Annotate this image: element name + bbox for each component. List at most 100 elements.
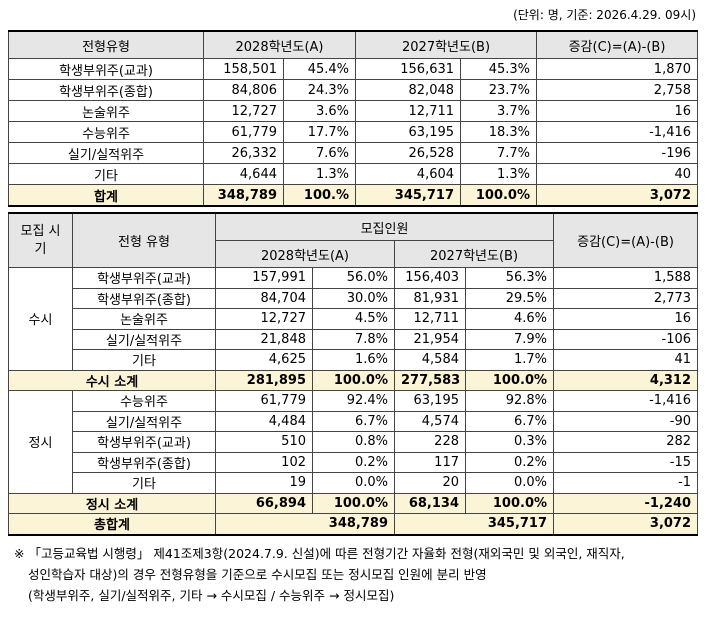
subtotal-row: 수시 소계 281,895 100.0% 277,583 100.0% 4,312: [8, 369, 699, 391]
data-row: 학생부위주(종합) 84,806 24.3% 82,048 23.7% 2,758: [8, 79, 699, 101]
value-cell: 345,717: [393, 513, 555, 535]
value-cell: 23.7%: [460, 79, 538, 101]
value-cell: 45.4%: [282, 58, 357, 80]
type-cell: 실기/실적위주: [72, 410, 216, 432]
value-cell: 92.4%: [312, 390, 395, 412]
footnote-line: (학생부위주, 실기/실적위주, 기타 → 수시모집 / 수능위주 → 정시모집…: [28, 588, 395, 603]
data-row: 학생부위주(종합) 84,704 30.0% 81,931 29.5% 2,773: [9, 287, 699, 309]
value-cell: 20: [394, 472, 466, 494]
value-cell: 16: [553, 308, 699, 330]
value-cell: 102: [215, 451, 313, 473]
value-cell: -90: [553, 410, 699, 432]
type-cell: 학생부위주(교과): [72, 267, 216, 289]
value-cell: 281,895: [215, 369, 313, 391]
subtotal-label: 정시 소계: [8, 492, 216, 514]
data-row: 정시 수능위주 61,779 92.4% 63,195 92.8% -1,416: [8, 390, 699, 494]
value-cell: 100.0%: [460, 184, 538, 207]
value-cell: 66,894: [215, 492, 313, 514]
type-cell: 기타: [72, 349, 216, 371]
value-cell: 45.3%: [460, 58, 538, 80]
value-cell: -106: [553, 328, 699, 350]
type-cell: 합계: [8, 184, 204, 207]
header-cell: 전형유형: [8, 30, 204, 59]
header-cell: 2027학년도(B): [355, 30, 538, 59]
header-row: 2028학년도(A) 2027학년도(B): [9, 240, 698, 268]
value-cell: 228: [394, 431, 466, 453]
detail-table: 모집 시기 전형 유형 모집인원 증감(C)=(A)-(B) 2028학년도(A) 202…: [8, 212, 699, 536]
data-row: 논술위주 12,727 3.6% 12,711 3.7% 16: [8, 100, 699, 122]
value-cell: 21,848: [215, 328, 313, 350]
value-cell: 1,588: [553, 267, 699, 289]
type-cell: 학생부위주(종합): [72, 287, 216, 309]
data-row: 실기/실적위주 21,848 7.8% 21,954 7.9% -106: [9, 328, 699, 350]
value-cell: 510: [215, 431, 313, 453]
value-cell: 7.6%: [282, 142, 357, 164]
data-row: 학생부위주(교과) 510 0.8% 228 0.3% 282: [9, 431, 699, 453]
value-cell: 117: [394, 451, 466, 473]
data-row: 실기/실적위주 26,332 7.6% 26,528 7.7% -196: [8, 142, 699, 164]
value-cell: 12,727: [215, 308, 313, 330]
grand-total-row: 총합계 348,789 345,717 3,072: [8, 513, 699, 535]
value-cell: 282: [553, 431, 699, 453]
value-cell: 4.5%: [312, 308, 395, 330]
data-row: 실기/실적위주 4,484 6.7% 4,574 6.7% -90: [9, 410, 699, 432]
type-cell: 학생부위주(종합): [8, 79, 204, 101]
value-cell: 68,134: [394, 492, 466, 514]
type-cell: 기타: [72, 472, 216, 494]
header-row: 전형유형 2028학년도(A) 2027학년도(B) 증감(C)=(A)-(B): [8, 30, 699, 59]
value-cell: 1,870: [536, 58, 699, 80]
value-cell: 12,727: [203, 100, 284, 122]
value-cell: -1: [553, 472, 699, 494]
type-cell: 기타: [8, 163, 204, 185]
data-row: 수시 학생부위주(교과) 157,991 56.0% 156,403 56.3% 1,588: [8, 267, 699, 371]
value-cell: 1.3%: [460, 163, 538, 185]
value-cell: -196: [536, 142, 699, 164]
value-cell: 7.9%: [464, 328, 555, 350]
value-cell: 17.7%: [282, 121, 357, 143]
value-cell: 2,773: [553, 287, 699, 309]
period-cell: 수시: [8, 267, 73, 371]
value-cell: 348,789: [215, 513, 395, 535]
type-cell: 학생부위주(교과): [72, 431, 216, 453]
value-cell: -15: [553, 451, 699, 473]
data-row: 기타 4,644 1.3% 4,604 1.3% 40: [8, 163, 699, 185]
value-cell: 4,584: [394, 349, 466, 371]
value-cell: 3,072: [553, 513, 699, 535]
value-cell: 6.7%: [312, 410, 395, 432]
value-cell: 29.5%: [464, 287, 555, 309]
subtotal-row: 정시 소계 66,894 100.0% 68,134 100.0% -1,240: [8, 492, 699, 514]
value-cell: 345,717: [355, 184, 462, 207]
value-cell: 21,954: [394, 328, 466, 350]
value-cell: 12,711: [355, 100, 462, 122]
header-cell: 모집 시기: [8, 212, 73, 268]
value-cell: 41: [553, 349, 699, 371]
value-cell: 81,931: [394, 287, 466, 309]
footnote-line: ※ 「고등교육법 시행령」 제41조제3항(2024.7.9. 신설)에 따른 …: [14, 546, 625, 561]
value-cell: 56.0%: [312, 267, 395, 289]
value-cell: 3,072: [536, 184, 699, 207]
type-cell: 실기/실적위주: [72, 328, 216, 350]
value-cell: -1,416: [553, 390, 699, 412]
footnote: ※ 「고등교육법 시행령」 제41조제3항(2024.7.9. 신설)에 따른 …: [14, 543, 625, 606]
value-cell: 1.6%: [312, 349, 395, 371]
value-cell: -1,240: [553, 492, 699, 514]
value-cell: 84,704: [215, 287, 313, 309]
value-cell: 1.7%: [464, 349, 555, 371]
value-cell: 348,789: [203, 184, 284, 207]
value-cell: 0.3%: [464, 431, 555, 453]
data-row: 기타 19 0.0% 20 0.0% -1: [9, 472, 699, 494]
value-cell: 61,779: [203, 121, 284, 143]
type-cell: 수능위주: [72, 390, 216, 412]
type-cell: 수능위주: [8, 121, 204, 143]
value-cell: 0.0%: [312, 472, 395, 494]
value-cell: 0.2%: [464, 451, 555, 473]
type-cell: 실기/실적위주: [8, 142, 204, 164]
value-cell: 100.0%: [312, 492, 395, 514]
value-cell: 7.7%: [460, 142, 538, 164]
type-cell: 논술위주: [72, 308, 216, 330]
value-cell: 63,195: [394, 390, 466, 412]
value-cell: 1.3%: [282, 163, 357, 185]
value-cell: 277,583: [394, 369, 466, 391]
value-cell: 63,195: [355, 121, 462, 143]
header-cell: 2028학년도(A): [215, 240, 395, 268]
